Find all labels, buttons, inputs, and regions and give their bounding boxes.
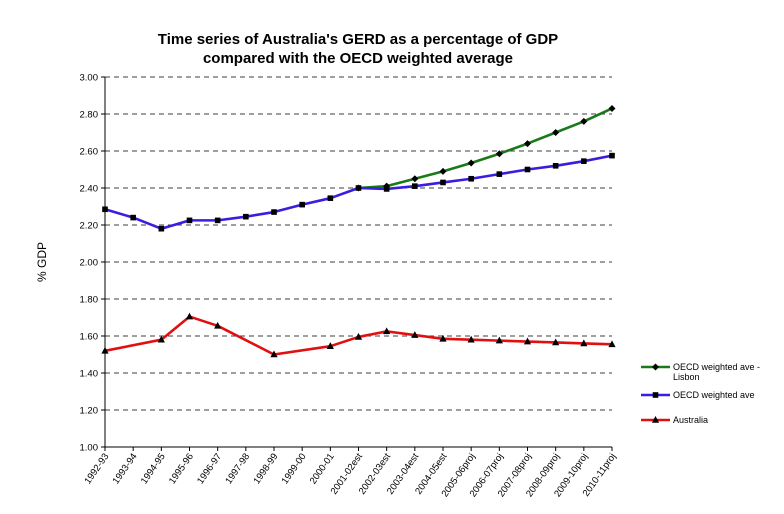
data-point [383,327,391,335]
data-point [468,175,474,182]
series-line [104,315,613,356]
series-line [104,154,613,230]
data-point [158,225,165,232]
x-tick-label: 2000-01 [308,451,337,486]
data-point [355,185,362,191]
data-point [326,342,334,349]
data-point [495,336,503,344]
data-point [186,217,193,224]
x-tick-label: 1993-94 [111,451,140,486]
y-tick-label: 3.00 [80,73,99,84]
data-point [130,214,136,221]
y-axis-label: % GDP [35,242,49,282]
data-point [467,159,475,167]
x-tick-label: 1997-98 [223,451,252,486]
data-point [523,337,532,345]
y-tick-label: 1.80 [80,295,99,306]
chart-title-line-2: compared with the OECD weighted average [203,50,513,67]
data-point [439,334,447,342]
x-tick-label: 1992-93 [82,451,111,486]
data-point [652,363,659,371]
data-point [102,206,108,213]
series-australia [101,312,616,358]
legend-label: Lisbon [673,372,700,382]
data-point [411,331,419,338]
series-line [358,107,613,190]
y-tick-label: 2.60 [80,147,99,158]
y-tick-label: 1.60 [80,332,99,343]
data-point [299,201,305,208]
y-tick-label: 1.40 [80,369,99,380]
data-point [214,321,222,329]
x-tick-labels: 1992-93 1993-94 1994-95 1995-96 1996-97 1997-… [82,451,618,499]
data-point [467,335,475,343]
data-point [270,350,278,358]
y-tick-label: 2.80 [80,110,99,121]
legend-label: OECD weighted ave - [673,362,760,372]
data-point [327,195,334,201]
data-point [580,339,588,347]
data-point [157,335,165,343]
y-tick-label: 1.20 [80,406,99,417]
data-point [524,140,531,148]
series-oecd-weighted-ave-lisbon [355,104,616,192]
data-point [214,217,221,224]
x-tick-label: 1996-97 [195,451,224,486]
data-point [271,209,277,215]
data-point [185,312,194,320]
axes [101,76,613,451]
data-point [383,186,390,192]
data-point [552,129,560,136]
data-point [440,179,446,186]
legend-entry: OECD weighted ave [641,390,755,400]
gridlines [105,76,612,411]
data-point [552,338,560,346]
x-tick-label: 1999-00 [280,451,309,486]
data-point [243,213,249,220]
chart-title-line-1: Time series of Australia's GERD as a per… [158,31,558,48]
legend-label: Australia [673,415,708,425]
y-tick-label: 2.00 [80,258,99,269]
x-tick-label: 1998-99 [251,451,280,486]
data-point [552,163,559,169]
x-tick-label: 1995-96 [167,451,196,486]
data-point [609,152,615,159]
data-point [652,392,659,398]
x-tick-label: 1994-95 [139,451,168,486]
data-point [581,158,587,164]
y-tick-label: 2.40 [80,184,99,195]
legend-label: OECD weighted ave [673,390,755,400]
data-point [651,416,660,423]
data-point [354,332,363,340]
data-point [439,167,447,175]
legend-entry: Australia [641,415,708,425]
data-point [608,340,616,348]
data-point [101,346,109,354]
data-point [608,104,616,112]
series-oecd-weighted-ave [102,152,615,232]
data-point [524,166,531,173]
series [101,104,616,358]
y-tick-label: 2.20 [80,221,99,232]
data-point [411,175,419,183]
y-tick-labels: 1.00 1.20 1.40 1.60 1.80 2.00 2.20 2.40 2.60 2.80… [80,73,99,454]
data-point [495,150,503,158]
data-point [496,171,503,177]
y-tick-label: 1.00 [80,443,99,454]
data-point [412,183,418,189]
legend-entry: OECD weighted ave -Lisbon [641,362,760,382]
data-point [580,117,588,125]
